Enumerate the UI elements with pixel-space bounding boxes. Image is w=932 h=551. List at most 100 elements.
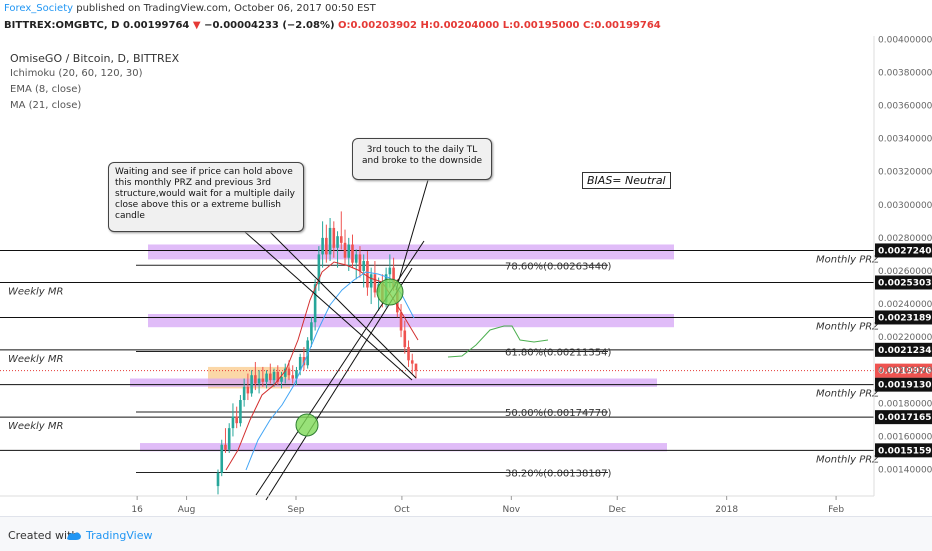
indicator-ma[interactable]: MA (21, close): [10, 100, 82, 111]
candle-body: [313, 284, 317, 323]
x-tick-label: Sep: [288, 505, 305, 515]
candle-body: [298, 357, 302, 371]
candle-body: [332, 227, 336, 248]
publisher-line: Forex_Society published on TradingView.c…: [4, 3, 376, 14]
monthly-prz-label: Monthly PRZ: [816, 321, 880, 332]
fib-label: 38.20%(0.00138187): [505, 469, 611, 480]
touch-marker-circle: [376, 278, 404, 306]
prz-zone: [148, 244, 674, 260]
indicator-ichimoku[interactable]: Ichimoku (20, 60, 120, 30): [10, 68, 143, 79]
candle-body: [272, 371, 276, 381]
last-price: 0.00199764: [122, 20, 190, 31]
candle-body: [321, 237, 324, 255]
price-change: −0.00004233 (−2.08%): [204, 20, 335, 31]
indicator-title[interactable]: OmiseGO / Bitcoin, D, BITTREX: [10, 52, 180, 65]
candle-body: [250, 375, 253, 394]
candle-body: [269, 373, 272, 381]
x-tick-label: Aug: [178, 505, 196, 515]
candle-body: [403, 330, 407, 348]
candle-body: [310, 322, 313, 341]
candle-body: [407, 347, 410, 361]
y-tick-label: 0.00320000: [878, 168, 932, 178]
candle-body: [242, 386, 246, 401]
right-callout-text: 3rd touch to the daily TL and broke to t…: [361, 145, 483, 166]
candle-body: [336, 236, 339, 248]
candle-body: [392, 267, 395, 288]
candle-body: [287, 368, 291, 376]
candle-body: [231, 416, 235, 429]
published-info: published on TradingView.com, October 06…: [76, 3, 376, 14]
prz-zone: [148, 313, 674, 328]
y-tick-label: 0.00220000: [878, 333, 932, 343]
price-label-box: [875, 410, 932, 425]
prz-zone: [130, 378, 657, 387]
candle-body: [220, 444, 224, 473]
tradingview-logo-icon: [67, 532, 81, 540]
right-callout: 3rd touch to the daily TL and broke to t…: [352, 138, 492, 180]
bias-text: BIAS= Neutral: [587, 174, 666, 187]
candle-body: [325, 237, 328, 255]
candle-body: [265, 373, 268, 382]
price-label-box: [875, 342, 932, 357]
candle-body: [254, 375, 257, 384]
callout-pointer-left-2: [269, 231, 417, 379]
price-label: 0.00151596: [878, 446, 932, 456]
x-tick-label: 2018: [715, 505, 738, 515]
trendline-2: [265, 267, 413, 501]
weekly-mr-label: Weekly MR: [8, 286, 63, 297]
candle-body: [347, 244, 351, 258]
left-callout-text: Waiting and see if price can hold above …: [115, 167, 295, 221]
candle-body: [216, 472, 220, 487]
footer-bar: Created with TradingView: [0, 516, 932, 551]
symbol: BITTREX:OMGBTC, D: [4, 20, 120, 31]
price-label: 0.00272404: [878, 246, 932, 256]
y-tick-label: 0.00400000: [878, 35, 932, 45]
candle-body: [224, 444, 227, 450]
candle-body: [339, 236, 343, 243]
current-price-label: 0.00199764: [878, 367, 932, 377]
y-tick-label: 0.00280000: [878, 234, 932, 244]
indicator-ema[interactable]: EMA (8, close): [10, 84, 82, 95]
candle-body: [302, 357, 306, 366]
candle-body: [246, 386, 250, 394]
x-tick-label: Nov: [503, 505, 521, 515]
candle-body: [358, 254, 362, 271]
candle-body: [261, 378, 265, 382]
price-label: 0.00171655: [878, 413, 932, 423]
monthly-prz-label: Monthly PRZ: [816, 254, 880, 265]
candle-body: [399, 312, 403, 331]
candle-body: [351, 244, 354, 263]
candle-body: [235, 416, 238, 424]
y-tick-label: 0.00360000: [878, 101, 932, 111]
weekly-mr-label: Weekly MR: [8, 354, 63, 365]
price-label-box: [875, 443, 932, 458]
fib-label: 61.80%(0.00211354): [505, 347, 611, 358]
x-tick-label: Feb: [828, 505, 844, 515]
down-arrow-icon: ▼: [192, 20, 201, 31]
price-label: 0.00191307: [878, 381, 932, 391]
candle-body: [362, 261, 365, 271]
weekly-mr-label: Weekly MR: [8, 421, 63, 432]
price-chart[interactable]: Monthly PRZ Weekly MR Monthly PRZ Weekly MR…: [0, 0, 932, 516]
price-label-box: [875, 275, 932, 290]
candle-body: [410, 360, 414, 364]
y-tick-label: 0.00380000: [878, 68, 932, 78]
y-tick-label: 0.00200000: [878, 366, 932, 376]
candle-body: [373, 274, 377, 293]
ma-line: [245, 271, 415, 471]
candle-body: [317, 254, 321, 285]
candle-body: [283, 368, 287, 377]
price-label-box: [875, 377, 932, 392]
fib-label: 78.60%(0.00263440): [505, 261, 611, 272]
y-tick-label: 0.00240000: [878, 300, 932, 310]
created-with-text: Created with: [8, 529, 79, 542]
y-tick-label: 0.00160000: [878, 432, 932, 442]
candle-body: [414, 363, 418, 371]
symbol-line: BITTREX:OMGBTC, D 0.00199764 ▼ −0.000042…: [4, 20, 661, 31]
price-label: 0.00212347: [878, 346, 932, 356]
tradingview-brand[interactable]: TradingView: [86, 529, 153, 542]
publisher-user[interactable]: Forex_Society: [4, 3, 74, 14]
candle-body: [291, 375, 295, 379]
ichimoku-span-line: [447, 325, 549, 358]
prz-zone: [140, 443, 667, 452]
